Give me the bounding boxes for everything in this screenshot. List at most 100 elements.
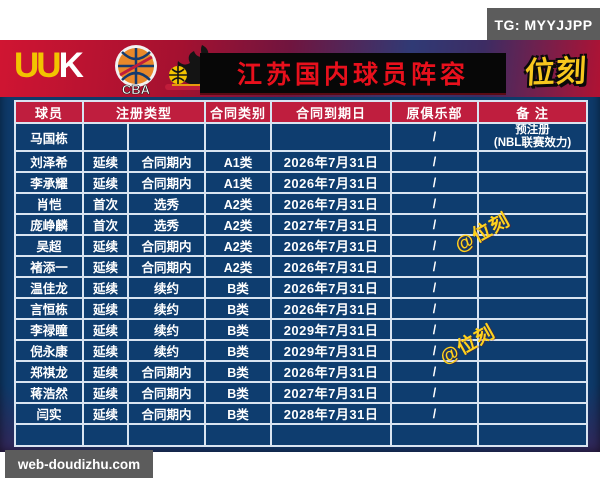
cell-category: B类: [204, 339, 273, 363]
cell-reg-status: 延续: [82, 381, 129, 405]
poster-title: 江苏国内球员阵容: [236, 61, 469, 89]
cell-reg-status: [82, 423, 129, 448]
cell-club: /: [390, 171, 480, 195]
cell-name: 郑祺龙: [14, 360, 84, 384]
cell-reg-status: 延续: [82, 360, 129, 384]
table-row: 闫实 延续 合同期内 B类 2028年7月31日 /: [14, 402, 589, 426]
cell-reg-detail: [126, 423, 207, 448]
cell-club: /: [390, 192, 480, 216]
cell-club: /: [390, 381, 480, 405]
cell-category: A2类: [204, 213, 273, 237]
cell-remark: 预注册 (NBL联赛效力): [477, 121, 589, 153]
cell-category: A2类: [204, 234, 273, 258]
cell-remark: [477, 192, 589, 216]
table-row: 褚添一 延续 合同期内 A2类 2026年7月31日 /: [14, 255, 589, 279]
cell-reg-detail: 合同期内: [126, 234, 207, 258]
cell-reg-status: 首次: [82, 192, 129, 216]
telegram-badge: TG: MYYJJPP: [487, 8, 600, 41]
cell-name: 吴超: [14, 234, 84, 258]
cell-reg-detail: 合同期内: [126, 381, 207, 405]
cell-expiry: 2026年7月31日: [270, 255, 393, 279]
cell-reg-detail: 续约: [126, 297, 207, 321]
roster-table: 球员 注册类型 合同类别 合同到期日 原俱乐部 备 注 马国栋 / 预注册 (NBL…: [14, 100, 589, 448]
cell-club: /: [390, 402, 480, 426]
cell-name: 言恒栋: [14, 297, 84, 321]
cell-expiry: 2026年7月31日: [270, 192, 393, 216]
cell-reg-detail: 合同期内: [126, 255, 207, 279]
cell-remark: [477, 255, 589, 279]
cell-remark: [477, 171, 589, 195]
cell-expiry: [270, 423, 393, 448]
cell-name: 马国栋: [14, 121, 84, 153]
col-header-registration-type: 注册类型: [81, 100, 207, 124]
cell-name: 倪永康: [14, 339, 84, 363]
cell-reg-detail: 合同期内: [126, 150, 207, 174]
cell-expiry: 2026年7月31日: [270, 234, 393, 258]
cell-expiry: [270, 121, 393, 153]
poster-title-banner: 江苏国内球员阵容: [200, 53, 506, 95]
cell-reg-detail: 续约: [126, 276, 207, 300]
cell-remark: [477, 402, 589, 426]
telegram-badge-label: TG: MYYJJPP: [494, 16, 593, 33]
cell-reg-detail: 合同期内: [126, 360, 207, 384]
cell-reg-detail: 选秀: [126, 192, 207, 216]
cell-name: 刘泽希: [14, 150, 84, 174]
cell-category: A2类: [204, 192, 273, 216]
weike-logo: 位刻: [523, 54, 588, 91]
cell-expiry: 2029年7月31日: [270, 339, 393, 363]
cba-logo-label: CBA: [122, 82, 151, 97]
cell-reg-detail: 合同期内: [126, 171, 207, 195]
cell-reg-status: 延续: [82, 318, 129, 342]
cell-remark: [477, 339, 589, 363]
table-row: 言恒栋 延续 续约 B类 2026年7月31日 /: [14, 297, 589, 321]
cell-remark: [477, 297, 589, 321]
roster-poster: UUK CBA 江: [0, 40, 600, 452]
cell-name: 李承耀: [14, 171, 84, 195]
uuk-logo: UUK: [14, 46, 84, 86]
table-row: 庞峥麟 首次 选秀 A2类 2027年7月31日 /: [14, 213, 589, 237]
cell-expiry: 2026年7月31日: [270, 276, 393, 300]
site-badge-label: web-doudizhu.com: [17, 456, 141, 472]
cell-name: 庞峥麟: [14, 213, 84, 237]
table-header-row: 球员 注册类型 合同类别 合同到期日 原俱乐部 备 注: [14, 100, 589, 124]
cell-expiry: 2026年7月31日: [270, 360, 393, 384]
cell-reg-detail: [126, 121, 207, 153]
table-row: 温佳龙 延续 续约 B类 2026年7月31日 /: [14, 276, 589, 300]
cell-club: /: [390, 121, 480, 153]
cell-reg-detail: 续约: [126, 339, 207, 363]
roster-table-wrap: 球员 注册类型 合同类别 合同到期日 原俱乐部 备 注 马国栋 / 预注册 (NBL…: [14, 100, 589, 448]
cell-club: /: [390, 255, 480, 279]
cell-remark: [477, 423, 589, 448]
col-header-contract-category: 合同类别: [204, 100, 273, 124]
cell-name: 闫实: [14, 402, 84, 426]
cell-category: A2类: [204, 255, 273, 279]
table-row: 李承耀 延续 合同期内 A1类 2026年7月31日 /: [14, 171, 589, 195]
cell-remark: [477, 150, 589, 174]
cell-name: 温佳龙: [14, 276, 84, 300]
cell-category: B类: [204, 360, 273, 384]
cell-remark: [477, 213, 589, 237]
cell-category: B类: [204, 297, 273, 321]
table-row: 蒋浩然 延续 合同期内 B类 2027年7月31日 /: [14, 381, 589, 405]
table-row: [14, 423, 589, 448]
cell-category: B类: [204, 381, 273, 405]
cell-reg-status: [82, 121, 129, 153]
cell-reg-status: 延续: [82, 171, 129, 195]
cell-reg-detail: 选秀: [126, 213, 207, 237]
cell-expiry: 2026年7月31日: [270, 150, 393, 174]
cell-category: B类: [204, 318, 273, 342]
cell-remark: [477, 276, 589, 300]
cell-reg-detail: 合同期内: [126, 402, 207, 426]
cell-category: [204, 121, 273, 153]
cell-name: 褚添一: [14, 255, 84, 279]
cell-club: [390, 423, 480, 448]
cell-expiry: 2029年7月31日: [270, 318, 393, 342]
col-header-original-club: 原俱乐部: [390, 100, 480, 124]
cell-club: /: [390, 234, 480, 258]
cell-expiry: 2026年7月31日: [270, 171, 393, 195]
cell-expiry: 2028年7月31日: [270, 402, 393, 426]
cell-reg-status: 首次: [82, 213, 129, 237]
site-badge: web-doudizhu.com: [5, 450, 153, 478]
col-header-player: 球员: [14, 100, 84, 124]
